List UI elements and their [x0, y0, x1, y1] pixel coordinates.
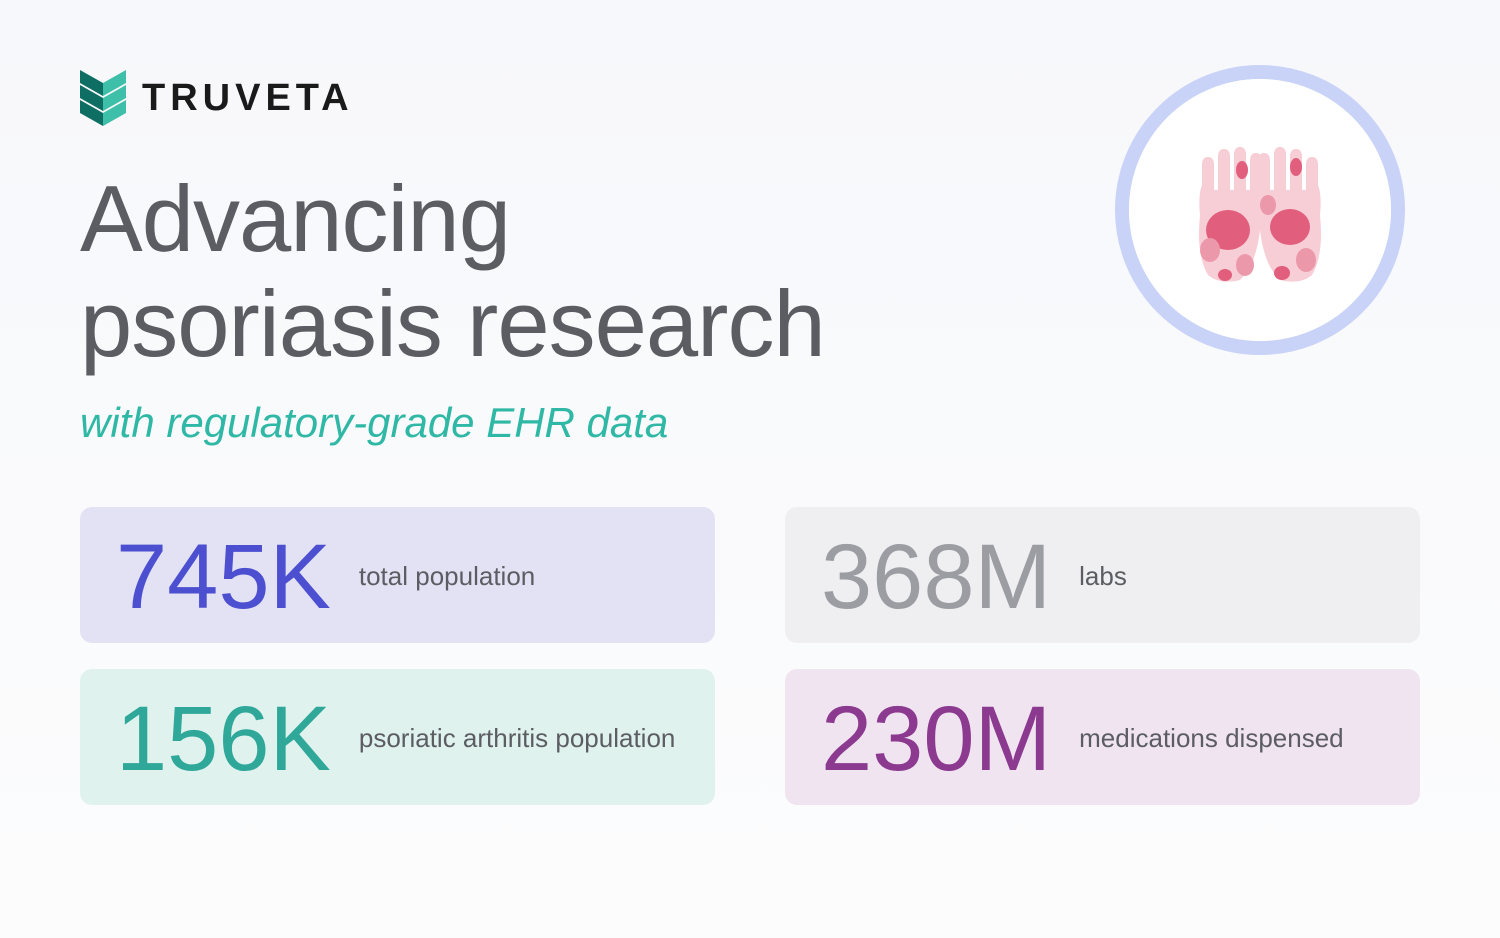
- stat-value: 745K: [116, 531, 331, 623]
- brand-logo-text: TRUVETA: [142, 77, 354, 120]
- stat-value: 156K: [116, 693, 331, 785]
- stat-card-labs: 368M labs: [785, 507, 1420, 643]
- stat-label: total population: [359, 560, 535, 593]
- stat-card-population: 745K total population: [80, 507, 715, 643]
- stat-card-psa-population: 156K psoriatic arthritis population: [80, 669, 715, 805]
- stat-value: 368M: [821, 531, 1051, 623]
- stat-label: psoriatic arthritis population: [359, 722, 676, 755]
- stat-label: labs: [1079, 560, 1127, 593]
- brand-logo-mark: [80, 70, 126, 126]
- subheadline: with regulatory-grade EHR data: [80, 399, 1420, 447]
- stat-card-medications: 230M medications dispensed: [785, 669, 1420, 805]
- headline-line2: psoriasis research: [80, 271, 825, 376]
- stat-label: medications dispensed: [1079, 722, 1344, 755]
- stat-value: 230M: [821, 693, 1051, 785]
- stats-grid: 745K total population 368M labs 156K pso…: [80, 507, 1420, 805]
- psoriasis-hands-icon: [1110, 60, 1410, 360]
- headline-line1: Advancing: [80, 166, 510, 271]
